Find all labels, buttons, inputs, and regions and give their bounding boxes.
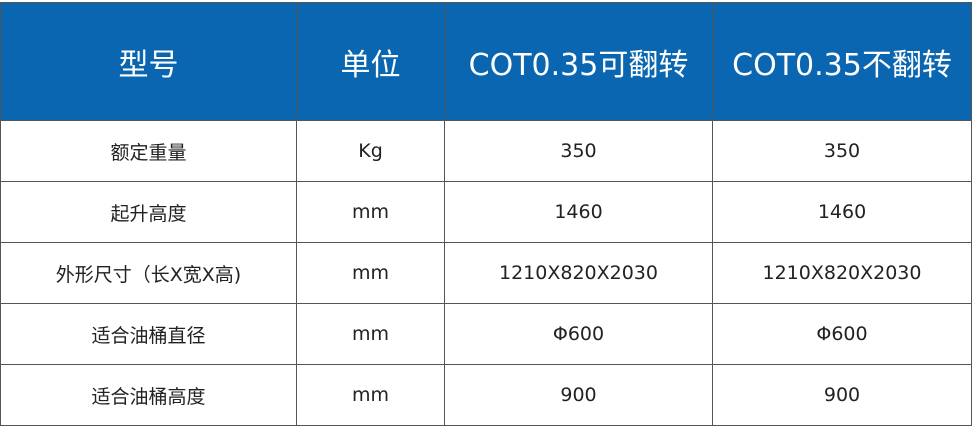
row-value-non-tiltable: 1210X820X2030 (712, 242, 972, 304)
table-row: 外形尺寸（长X宽X高) mm 1210X820X2030 1210X820X2030 (0, 242, 972, 304)
row-label: 外形尺寸（长X宽X高) (0, 242, 297, 304)
header-non-tiltable: COT0.35不翻转 (712, 2, 972, 121)
row-label: 适合油桶高度 (0, 364, 297, 426)
header-row: 型号 单位 COT0.35可翻转 COT0.35不翻转 (0, 2, 972, 121)
header-tiltable: COT0.35可翻转 (444, 2, 713, 121)
row-unit: mm (296, 242, 445, 304)
row-label: 额定重量 (0, 120, 297, 182)
table-row: 适合油桶直径 mm Φ600 Φ600 (0, 303, 972, 365)
row-value-non-tiltable: 1460 (712, 181, 972, 243)
row-label: 适合油桶直径 (0, 303, 297, 365)
row-value-tiltable: 1460 (444, 181, 713, 243)
row-label: 起升高度 (0, 181, 297, 243)
row-value-non-tiltable: 900 (712, 364, 972, 426)
row-unit: mm (296, 364, 445, 426)
table-row: 额定重量 Kg 350 350 (0, 120, 972, 182)
row-unit: Kg (296, 120, 445, 182)
row-unit: mm (296, 181, 445, 243)
header-model: 型号 (0, 2, 297, 121)
row-value-tiltable: 900 (444, 364, 713, 426)
row-value-tiltable: 350 (444, 120, 713, 182)
row-unit: mm (296, 303, 445, 365)
table-row: 适合油桶高度 mm 900 900 (0, 364, 972, 426)
row-value-tiltable: Φ600 (444, 303, 713, 365)
header-unit: 单位 (296, 2, 445, 121)
row-value-tiltable: 1210X820X2030 (444, 242, 713, 304)
row-value-non-tiltable: 350 (712, 120, 972, 182)
row-value-non-tiltable: Φ600 (712, 303, 972, 365)
table-row: 起升高度 mm 1460 1460 (0, 181, 972, 243)
